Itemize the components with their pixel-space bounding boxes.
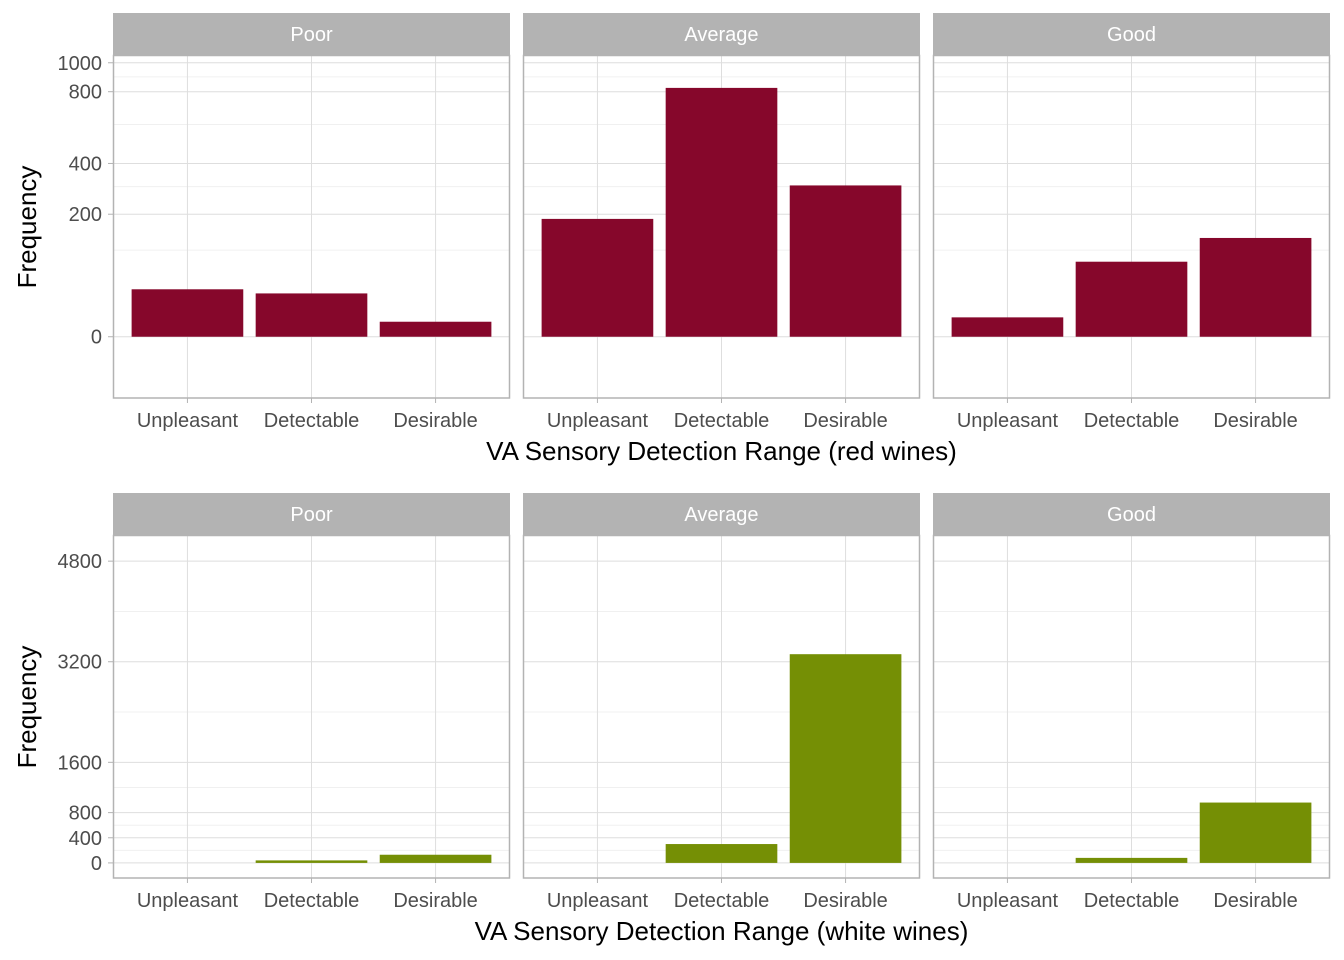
facet-strip [523, 493, 920, 535]
y-tick-label: 400 [69, 828, 102, 850]
facet-strip-label: Average [684, 504, 758, 526]
x-tick-label: Detectable [1084, 890, 1180, 912]
bar-detectable [1075, 261, 1188, 337]
bar-unpleasant [131, 289, 244, 337]
bar-unpleasant [951, 317, 1064, 337]
bar-detectable [255, 293, 368, 337]
facet-strip-label: Average [684, 24, 758, 46]
panel-poor: Poor Unpleasant Detectable Desirable [112, 13, 511, 432]
panel-average: Average Unpleasant Detectable Desirable [522, 493, 921, 912]
x-tick-label: Detectable [674, 890, 770, 912]
x-axis-title: VA Sensory Detection Range (red wines) [486, 436, 957, 466]
bar-desirable [1199, 802, 1312, 863]
bar-desirable [379, 854, 492, 863]
bar-desirable [789, 654, 902, 863]
x-tick-label: Desirable [393, 890, 477, 912]
bar-detectable [665, 844, 778, 863]
panel-good: Good Unpleasant Detectable Desirable [932, 13, 1331, 432]
y-tick-label: 3200 [58, 652, 103, 674]
facet-strip-label: Poor [290, 24, 333, 46]
y-tick-label: 200 [69, 204, 102, 226]
facet-strip-label: Good [1107, 24, 1156, 46]
x-tick-label: Desirable [803, 410, 887, 432]
panel-good: Good Unpleasant Detectable Desirable [932, 493, 1331, 912]
y-tick-label: 0 [91, 327, 102, 349]
bar-unpleasant [541, 218, 654, 337]
x-tick-label: Desirable [1213, 890, 1297, 912]
y-tick-label: 800 [69, 803, 102, 825]
bar-desirable [789, 185, 902, 337]
x-axis-title: VA Sensory Detection Range (white wines) [475, 916, 969, 946]
x-tick-label: Unpleasant [957, 890, 1059, 912]
y-tick-label: 400 [69, 153, 102, 175]
facet-strip [113, 13, 510, 55]
facet-strip-label: Good [1107, 504, 1156, 526]
panel-poor: Poor Unpleasant Detectable Desirable [112, 493, 511, 912]
facet-strip [523, 13, 920, 55]
x-tick-label: Unpleasant [137, 410, 239, 432]
bar-desirable [379, 321, 492, 337]
x-tick-label: Unpleasant [957, 410, 1059, 432]
bar-detectable [1075, 857, 1188, 863]
facet-strip [933, 493, 1330, 535]
x-tick-label: Detectable [674, 410, 770, 432]
panel-average: Average Unpleasant Detectable Desirable [522, 13, 921, 432]
y-tick-label: 1600 [58, 752, 103, 774]
x-tick-label: Detectable [1084, 410, 1180, 432]
y-axis-title: Frequency [12, 646, 42, 769]
x-tick-label: Desirable [803, 890, 887, 912]
x-tick-label: Unpleasant [137, 890, 239, 912]
facet-strip-label: Poor [290, 504, 333, 526]
bar-desirable [1199, 237, 1312, 337]
x-tick-label: Desirable [1213, 410, 1297, 432]
bar-detectable [255, 860, 368, 863]
x-tick-label: Desirable [393, 410, 477, 432]
x-tick-label: Unpleasant [547, 890, 649, 912]
y-axis-title: Frequency [12, 166, 42, 289]
y-tick-label: 1000 [58, 53, 103, 75]
y-tick-label: 4800 [58, 551, 103, 573]
bar-detectable [665, 87, 778, 337]
x-tick-label: Detectable [264, 410, 360, 432]
x-tick-label: Detectable [264, 890, 360, 912]
y-tick-label: 800 [69, 82, 102, 104]
facet-strip [113, 493, 510, 535]
y-tick-label: 0 [91, 853, 102, 875]
facet-strip [933, 13, 1330, 55]
x-tick-label: Unpleasant [547, 410, 649, 432]
